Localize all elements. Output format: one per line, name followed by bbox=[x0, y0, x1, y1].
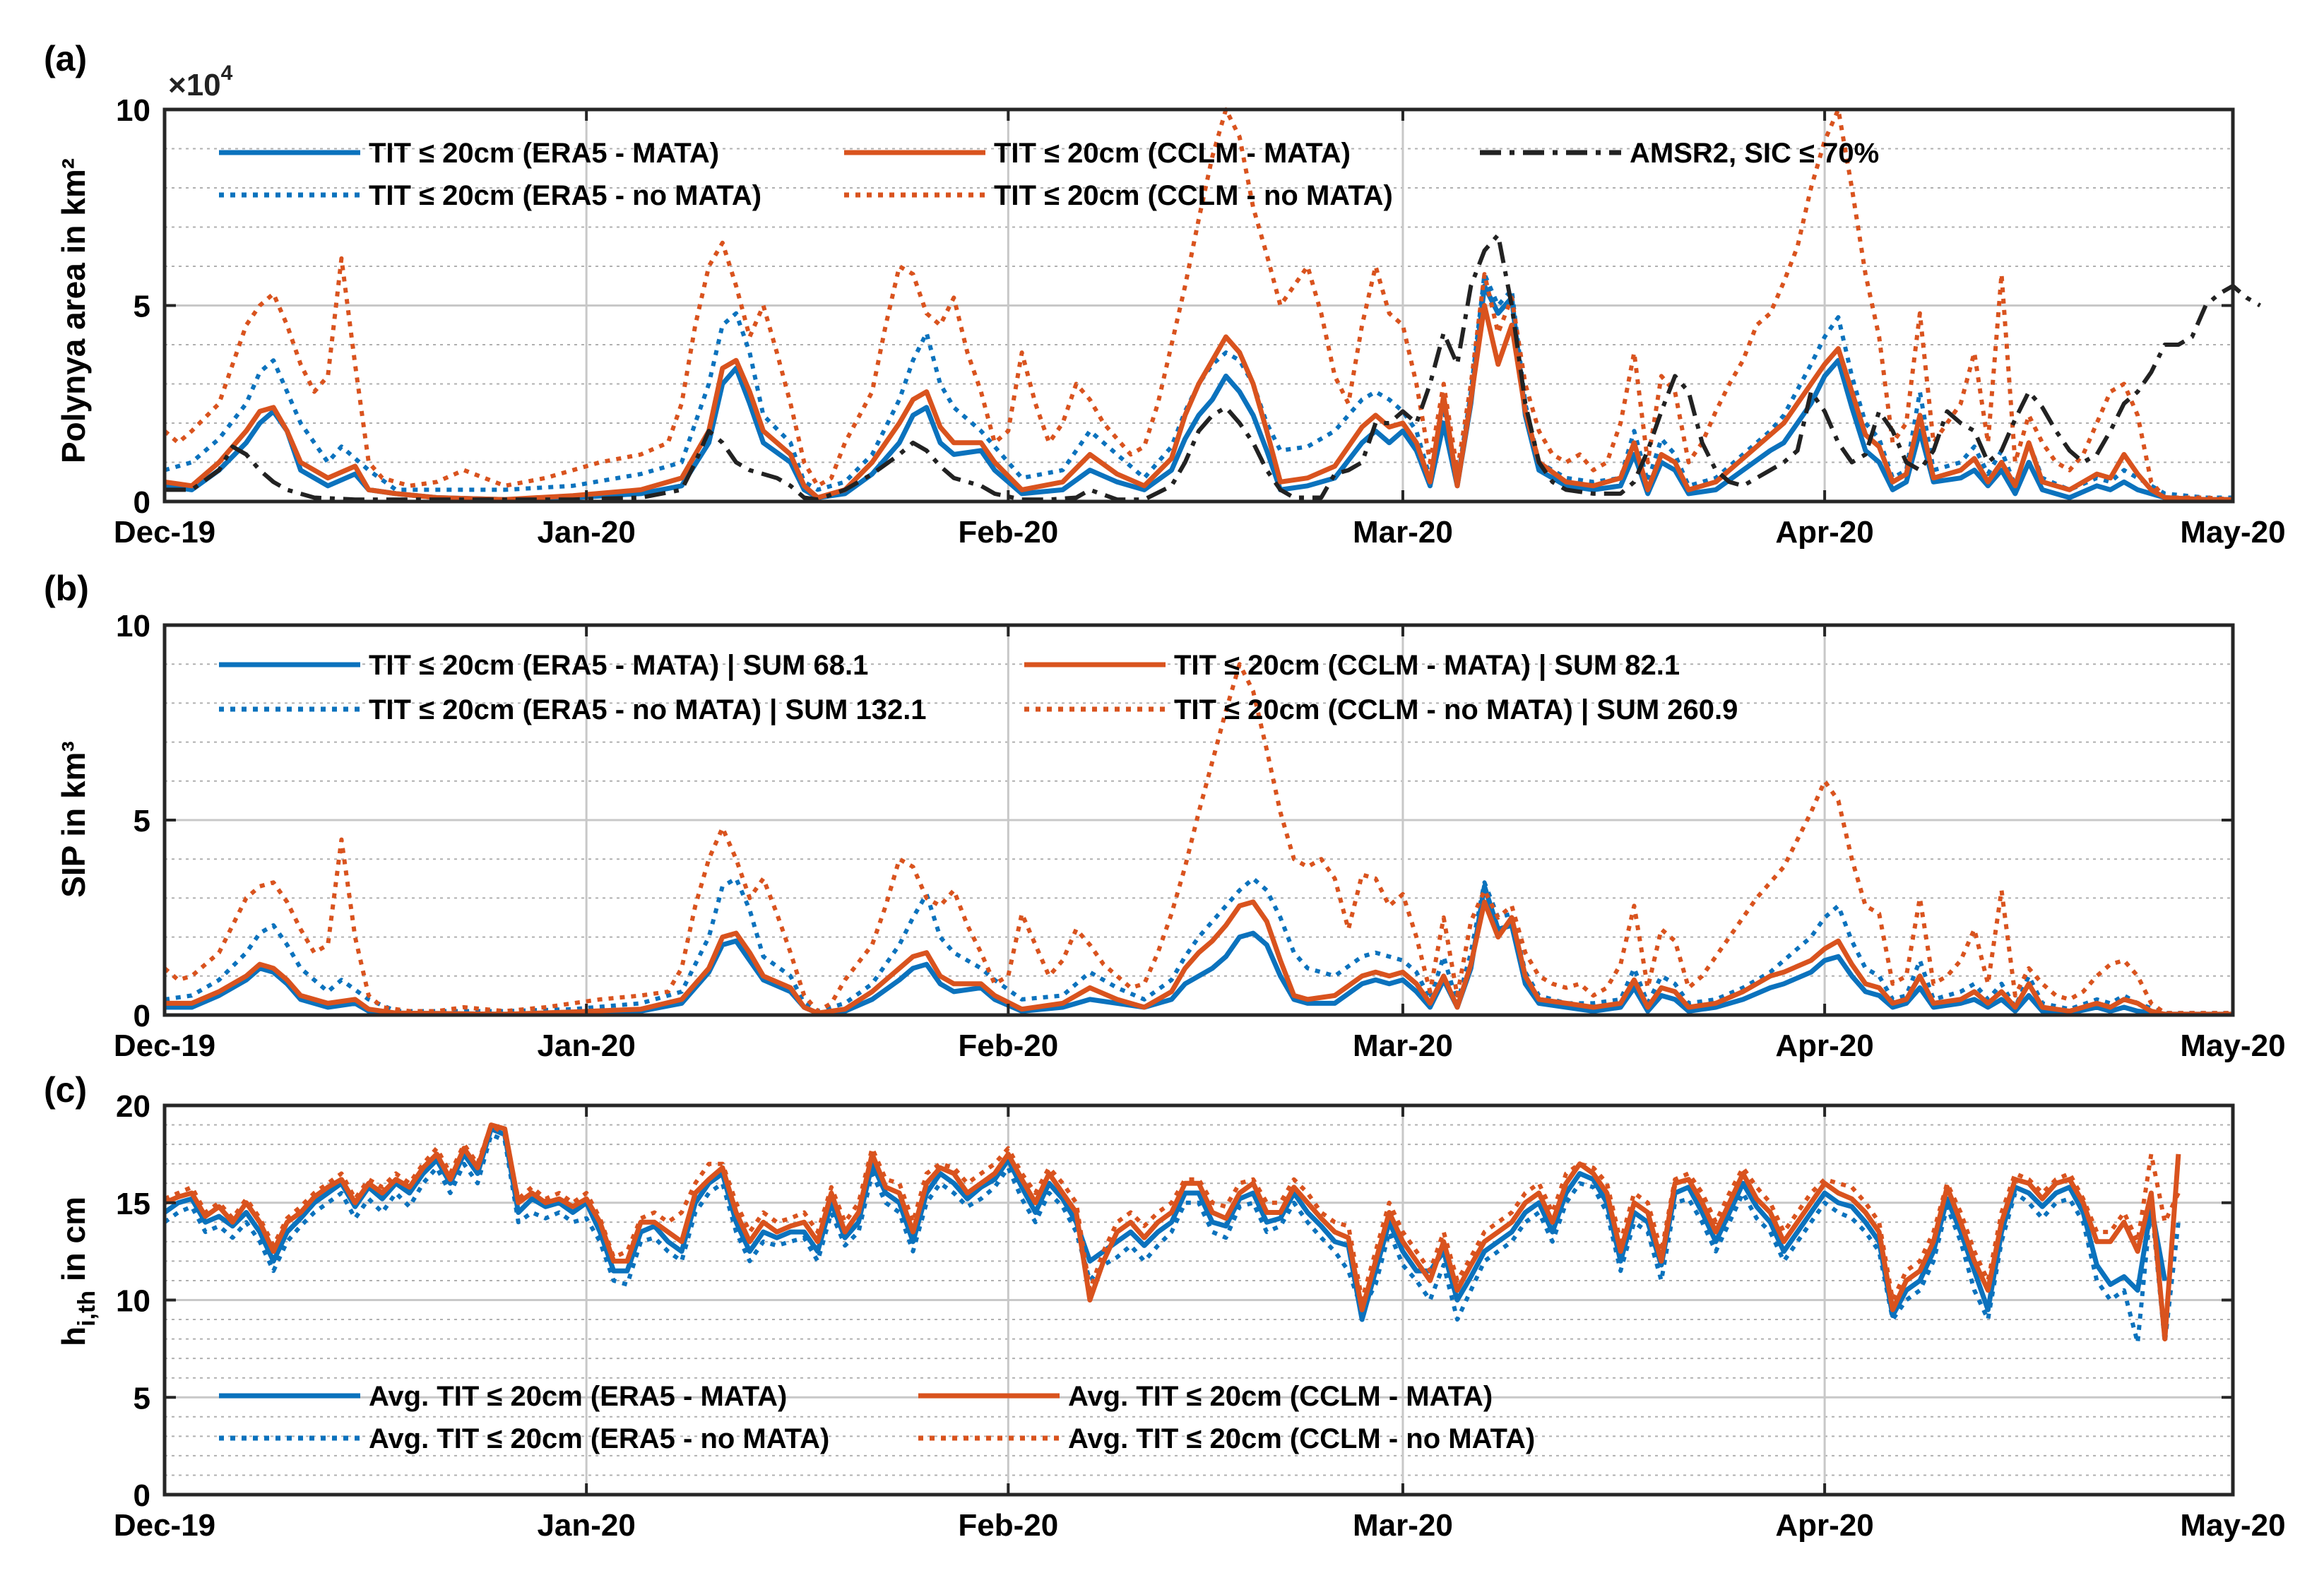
panel-b: (b) SIP in km³ 0 5 10 Dec-19 Jan-20 Feb-20 Mar… bbox=[44, 569, 2286, 1063]
x-tick-label: May-20 bbox=[2180, 1508, 2285, 1543]
series-line-0 bbox=[165, 884, 2233, 1017]
x-tick-label: Apr-20 bbox=[1775, 1028, 1873, 1063]
y-tick-label: 10 bbox=[116, 609, 150, 643]
x-tick-label: Dec-19 bbox=[114, 515, 215, 550]
legend: Avg. TIT ≤ 20cm (ERA5 - MATA) Avg. TIT ≤ … bbox=[219, 1381, 1535, 1454]
series-line-1 bbox=[164, 876, 2233, 1016]
x-tick-label: Mar-20 bbox=[1353, 1508, 1453, 1543]
y-tick-label: 15 bbox=[116, 1187, 150, 1221]
panel-b-label: (b) bbox=[44, 569, 89, 608]
legend: TIT ≤ 20cm (ERA5 - MATA) | SUM 68.1 TIT ≤… bbox=[219, 650, 1738, 725]
x-tick-label: Feb-20 bbox=[958, 1028, 1058, 1063]
x-tick-label: Dec-19 bbox=[114, 1028, 215, 1063]
y-tick-label: 20 bbox=[116, 1089, 150, 1124]
legend-entry-0: Avg. TIT ≤ 20cm (ERA5 - MATA) bbox=[369, 1381, 787, 1412]
x-tick-label: May-20 bbox=[2180, 515, 2285, 550]
panel-c-ylabel-suffix: in cm bbox=[55, 1197, 92, 1291]
series-line-3 bbox=[163, 107, 2234, 502]
panel-c-ylabel: hi,th in cm bbox=[55, 1197, 100, 1346]
legend-entry-3: TIT ≤ 20cm (CCLM - no MATA) bbox=[994, 180, 1393, 211]
panel-b-plot-area: 0 5 10 Dec-19 Jan-20 Feb-20 Mar-20 Apr-20 May-20… bbox=[114, 609, 2286, 1063]
series-line-2 bbox=[165, 899, 2233, 1017]
y-tick-label: 0 bbox=[134, 1478, 150, 1513]
x-tick-label: Dec-19 bbox=[114, 1508, 215, 1543]
panel-a-label: (a) bbox=[44, 39, 87, 78]
panel-a-ylabel: Polynya area in km² bbox=[55, 158, 92, 463]
panel-a-exponent-power: 4 bbox=[221, 61, 233, 85]
y-tick-label: 0 bbox=[134, 999, 150, 1033]
x-tick-label: Apr-20 bbox=[1775, 1508, 1873, 1543]
panel-b-ylabel: SIP in km³ bbox=[55, 741, 92, 898]
panel-a-exponent-label: ×104 bbox=[168, 61, 233, 102]
x-tick-label: Jan-20 bbox=[537, 1028, 635, 1063]
series-line-2 bbox=[163, 1122, 2181, 1342]
panel-c-label: (c) bbox=[44, 1070, 87, 1110]
series-line-3 bbox=[163, 662, 2233, 1016]
legend-entry-0: TIT ≤ 20cm (ERA5 - MATA) bbox=[369, 138, 719, 169]
panel-c-ylabel-main: h bbox=[55, 1327, 92, 1346]
panel-a-plot-area: 0 5 10 Dec-19 Jan-20 Feb-20 Mar-20 Apr-20 May-20… bbox=[114, 93, 2286, 550]
panel-a-exponent-base: ×10 bbox=[168, 68, 221, 102]
panel-c-plot-area: 0 5 10 15 20 Dec-19 Jan-20 Feb-20 Mar-20 Apr-20 Ma… bbox=[114, 1089, 2286, 1543]
y-tick-label: 10 bbox=[116, 1284, 150, 1319]
legend-entry-2: TIT ≤ 20cm (CCLM - MATA) | SUM 82.1 bbox=[1174, 650, 1680, 681]
y-tick-label: 5 bbox=[134, 804, 150, 838]
legend: TIT ≤ 20cm (ERA5 - MATA) TIT ≤ 20cm (ERA5… bbox=[219, 138, 1879, 211]
series-line-1 bbox=[163, 1132, 2181, 1346]
x-tick-label: Mar-20 bbox=[1353, 515, 1453, 550]
y-tick-label: 10 bbox=[116, 93, 150, 128]
x-tick-label: May-20 bbox=[2180, 1028, 2285, 1063]
legend-entry-1: TIT ≤ 20cm (ERA5 - no MATA) | SUM 132.1 bbox=[369, 694, 927, 725]
legend-entry-1: Avg. TIT ≤ 20cm (ERA5 - no MATA) bbox=[369, 1423, 829, 1454]
y-tick-label: 5 bbox=[134, 290, 150, 324]
x-tick-label: Apr-20 bbox=[1775, 515, 1873, 550]
legend-entry-1: TIT ≤ 20cm (ERA5 - no MATA) bbox=[369, 180, 761, 211]
legend-entry-2: Avg. TIT ≤ 20cm (CCLM - MATA) bbox=[1068, 1381, 1493, 1412]
x-tick-label: Feb-20 bbox=[958, 515, 1058, 550]
panel-a: (a) ×104 Polynya area in km² 0 5 10 Dec-19 J… bbox=[44, 39, 2286, 550]
y-tick-label: 0 bbox=[134, 485, 150, 520]
panel-c-ylabel-sub: i,th bbox=[73, 1291, 100, 1327]
legend-entry-3: Avg. TIT ≤ 20cm (CCLM - no MATA) bbox=[1068, 1423, 1535, 1454]
x-tick-label: Jan-20 bbox=[537, 1508, 635, 1543]
x-tick-label: Mar-20 bbox=[1353, 1028, 1453, 1063]
legend-entry-0: TIT ≤ 20cm (ERA5 - MATA) | SUM 68.1 bbox=[369, 650, 868, 681]
y-tick-label: 5 bbox=[134, 1381, 150, 1416]
legend-entry-3: TIT ≤ 20cm (CCLM - no MATA) | SUM 260.9 bbox=[1174, 694, 1738, 725]
legend-entry-4: AMSR2, SIC ≤ 70% bbox=[1630, 138, 1879, 169]
series-line-4 bbox=[165, 232, 2262, 502]
series-line-0 bbox=[162, 1126, 2168, 1322]
legend-entry-2: TIT ≤ 20cm (CCLM - MATA) bbox=[994, 138, 1351, 169]
x-tick-label: Jan-20 bbox=[537, 515, 635, 550]
series-line-0 bbox=[164, 283, 2233, 502]
x-tick-label: Feb-20 bbox=[958, 1508, 1058, 1543]
panel-c: (c) hi,th in cm 0 5 10 15 20 Dec-19 Jan-20 Feb-… bbox=[44, 1070, 2286, 1543]
series-line-3 bbox=[163, 1122, 2181, 1303]
